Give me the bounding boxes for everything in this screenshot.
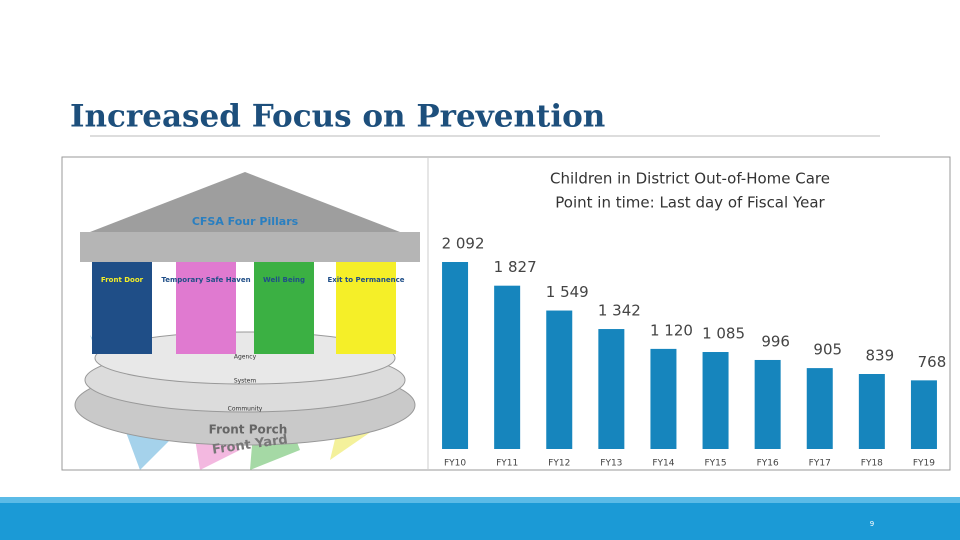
bar: [494, 285, 521, 449]
bar: [858, 374, 885, 449]
tier-label: System: [234, 378, 257, 385]
value-label: 1 085: [702, 325, 745, 343]
bar: [754, 359, 781, 449]
value-label: 768: [918, 353, 947, 371]
value-label: 1 827: [494, 258, 537, 276]
content-frame: [61, 156, 951, 471]
value-label: 2 092: [442, 235, 485, 253]
slide-title: Increased Focus on Prevention: [70, 99, 605, 135]
x-tick-label: FY17: [809, 459, 831, 469]
x-tick-label: FY10: [444, 459, 466, 469]
bar: [806, 368, 833, 449]
chart-subtitle: Point in time: Last day of Fiscal Year: [555, 194, 825, 212]
tier-label: Community: [228, 406, 263, 413]
footer-strip: [0, 497, 960, 503]
x-tick-label: FY11: [496, 459, 518, 469]
value-label: 1 120: [650, 321, 693, 339]
tier-label: Agency: [234, 354, 257, 361]
x-tick-label: FY16: [757, 459, 779, 469]
x-tick-label: FY15: [704, 459, 726, 469]
bar: [910, 380, 937, 449]
x-tick-label: FY19: [913, 459, 935, 469]
bar: [442, 262, 469, 449]
footer-bar: [0, 497, 960, 540]
value-label: 839: [866, 347, 895, 365]
value-label: 1 549: [546, 283, 589, 301]
pillar-label: Exit to Permanence: [327, 276, 404, 284]
pillar-label: Front Door: [101, 276, 144, 284]
porch-label: Front Porch: [209, 423, 288, 437]
bar: [702, 352, 729, 449]
x-tick-label: FY12: [548, 459, 570, 469]
bar: [650, 348, 677, 449]
bar: [598, 329, 625, 449]
x-tick-label: FY14: [652, 459, 674, 469]
pillar-label: Temporary Safe Haven: [161, 276, 250, 284]
chart-title: Children in District Out-of-Home Care: [550, 170, 830, 188]
bar: [546, 310, 573, 449]
value-label: 996: [761, 332, 790, 350]
x-tick-label: FY18: [861, 459, 883, 469]
illustration: CFSA Four Pillars Front Door Temporary Saf…: [74, 172, 420, 470]
roof-label: CFSA Four Pillars: [192, 215, 299, 228]
value-label: 905: [813, 341, 842, 359]
page-number: 9: [870, 520, 874, 528]
x-tick-label: FY13: [600, 459, 622, 469]
value-label: 1 342: [598, 302, 641, 320]
pillar-label: Well Being: [263, 276, 305, 284]
